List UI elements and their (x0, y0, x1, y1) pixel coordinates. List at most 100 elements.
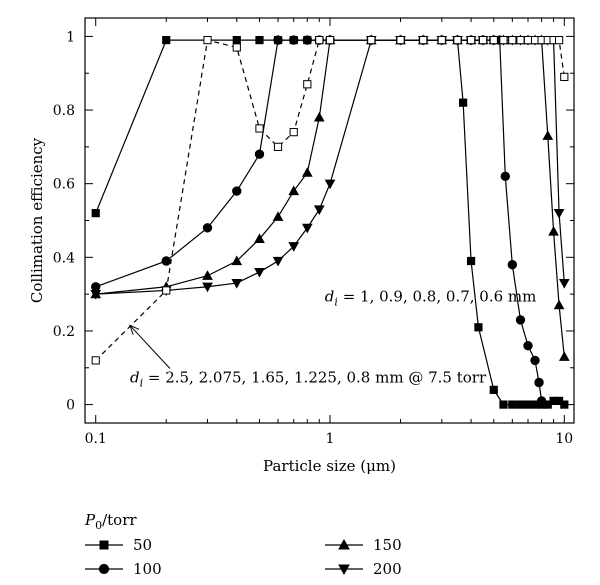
legend-label: 200 (373, 560, 402, 578)
series-line (95, 39, 565, 295)
data-point (474, 323, 483, 332)
data-point (289, 35, 299, 45)
data-point (254, 267, 265, 278)
annot-text: = 1, 0.9, 0.8, 0.7, 0.6 mm (338, 288, 536, 306)
data-point (273, 142, 283, 151)
y-tick-label: 0.4 (53, 250, 75, 266)
legend-label: 50 (133, 536, 152, 554)
data-point (90, 290, 102, 300)
data-point (558, 278, 570, 289)
legend-label: 100 (133, 560, 162, 578)
y-axis-title: Collimation efficiency (28, 137, 46, 303)
data-point (554, 35, 564, 45)
ticks: 0.1 1 10 0 0.2 0.4 0.6 0.8 1 (53, 18, 574, 447)
y-tick-label: 0.8 (53, 103, 75, 119)
data-point (288, 242, 300, 252)
series-line (95, 39, 565, 406)
data-point (232, 43, 241, 52)
data-point (489, 385, 498, 394)
data-point (548, 226, 559, 236)
x-axis-title: Particle size (μm) (263, 457, 396, 475)
legend-marker (338, 564, 350, 576)
annot-arrow-head (129, 324, 140, 335)
data-point (523, 340, 533, 351)
x-tick-label: 10 (555, 431, 573, 447)
data-point (508, 35, 517, 45)
data-point (500, 171, 511, 182)
data-point (162, 286, 171, 295)
data-point (315, 35, 324, 45)
data-point (530, 355, 540, 366)
data-point (560, 400, 569, 409)
data-point (437, 35, 446, 45)
data-point (302, 35, 313, 45)
data-point (303, 80, 312, 89)
data-point (288, 185, 300, 196)
data-point (516, 35, 525, 45)
data-point (516, 400, 525, 409)
data-point (162, 35, 171, 45)
legend-marker (338, 538, 350, 550)
axes (84, 17, 575, 424)
data-point (255, 35, 264, 45)
data-point (325, 35, 335, 45)
annot-sub: i (140, 377, 144, 390)
data-point (466, 256, 476, 266)
series-group (90, 34, 570, 409)
data-point (508, 400, 517, 409)
legend-entry-50: 50 (85, 536, 152, 554)
annot-arrow-line (129, 325, 171, 369)
data-point (301, 167, 313, 177)
data-point (478, 35, 488, 45)
data-point (255, 124, 264, 133)
data-point (396, 35, 405, 45)
data-point (419, 35, 428, 45)
data-point (273, 35, 283, 45)
data-point (202, 282, 213, 293)
data-point (272, 256, 284, 267)
legend-marker (98, 563, 110, 575)
x-tick-label: 1 (326, 431, 335, 447)
data-point (231, 278, 243, 289)
data-point (553, 299, 565, 310)
legend-entry-100: 100 (85, 560, 162, 578)
data-point (523, 35, 533, 45)
data-point (560, 72, 569, 82)
annot-var: d (130, 369, 140, 387)
legend-title: P0/torr (84, 511, 137, 532)
data-point (232, 186, 242, 196)
plot-frame (84, 17, 575, 424)
data-point (536, 396, 547, 406)
data-point (523, 400, 533, 409)
legend-title-var: P (84, 511, 96, 529)
y-tick-label: 0.2 (53, 324, 75, 340)
data-point (313, 111, 325, 122)
annot-text: = 2.5, 2.075, 1.65, 1.225, 0.8 mm @ 7.5 … (143, 369, 487, 387)
data-point (489, 35, 498, 45)
data-point (91, 209, 100, 218)
data-point (232, 35, 241, 45)
series-50 (91, 35, 569, 409)
annot-sub: i (334, 296, 338, 309)
legend-title-rest: /torr (102, 511, 137, 529)
legend-title-sub: 0 (95, 519, 102, 532)
data-point (542, 130, 554, 140)
data-point (459, 98, 468, 107)
data-point (313, 205, 325, 215)
legend-label: 150 (373, 536, 402, 554)
data-point (91, 356, 100, 365)
annot-mm: di = 1, 0.9, 0.8, 0.7, 0.6 mm (325, 288, 537, 309)
data-point (553, 209, 565, 219)
data-point (202, 270, 213, 280)
data-point (324, 179, 336, 190)
legend-marker (99, 540, 109, 550)
y-tick-label: 1 (66, 29, 75, 45)
data-point (231, 255, 243, 266)
x-tick-label: 0.1 (85, 431, 107, 447)
data-point (453, 35, 462, 45)
data-point (161, 256, 171, 266)
y-tick-label: 0 (66, 398, 75, 414)
data-point (254, 233, 265, 244)
